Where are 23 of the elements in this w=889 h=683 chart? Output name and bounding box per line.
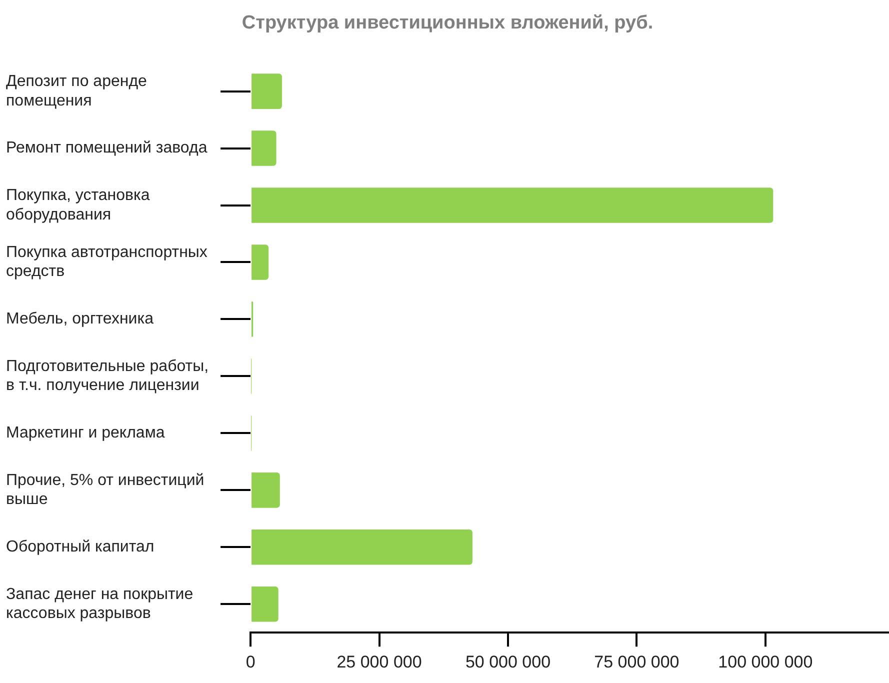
y-tick-label: Ремонт помещений завода [6, 140, 208, 157]
x-tick-label: 50 000 000 [465, 652, 551, 672]
bar [252, 130, 276, 166]
x-tick-label: 0 [246, 652, 256, 672]
x-tick-label: 75 000 000 [594, 652, 680, 672]
y-tick-label: Оборотный капитал [6, 538, 154, 556]
y-tick-label: Депозит по аренде помещения [6, 73, 148, 110]
y-tick-label: Прочие, 5% от инвестиций выше [6, 472, 204, 508]
bar [252, 188, 774, 223]
y-tick-label: Покупка, установка оборудования [6, 187, 150, 224]
bar [252, 586, 278, 622]
y-tick-label: Покупка автотранспортных средств [6, 244, 208, 280]
bar [252, 74, 282, 109]
y-tick-label: Подготовительные работы, в т.ч. получение лицензии [6, 358, 209, 394]
y-tick-label: Запас денег на покрытие кассовых разрывов [6, 586, 194, 622]
chart-title: Структура инвестиционных вложений, руб. [242, 12, 654, 34]
x-tick-label: 25 000 000 [336, 652, 422, 672]
bar [252, 472, 280, 508]
x-tick-label: 100 000 000 [718, 652, 813, 672]
bar [252, 529, 472, 565]
y-tick-label: Маркетинг и реклама [6, 424, 165, 442]
y-tick-label: Мебель, оргтехника [6, 310, 154, 328]
bar [252, 244, 269, 280]
